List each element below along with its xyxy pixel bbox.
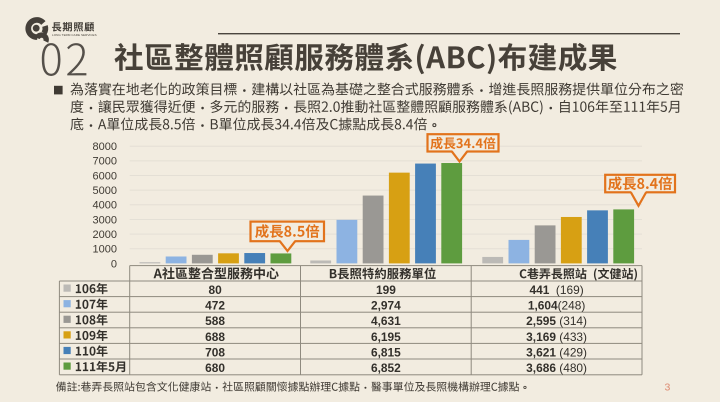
svg-text:441 (169): 441 (169) (529, 283, 583, 297)
svg-text:2,595 (314): 2,595 (314) (526, 314, 587, 328)
svg-text:1000: 1000 (93, 244, 117, 256)
svg-text:4000: 4000 (93, 200, 117, 212)
svg-text:LONG TERM CARE SERVICES: LONG TERM CARE SERVICES (52, 33, 97, 37)
svg-text:3000: 3000 (93, 214, 117, 226)
svg-text:2000: 2000 (93, 229, 117, 241)
svg-text:3: 3 (665, 382, 671, 394)
svg-text:4,631: 4,631 (371, 314, 401, 328)
svg-text:7000: 7000 (93, 156, 117, 168)
svg-text:6,195: 6,195 (371, 330, 401, 344)
svg-text:2,974: 2,974 (371, 299, 401, 313)
svg-text:5000: 5000 (93, 185, 117, 197)
svg-text:6000: 6000 (93, 170, 117, 182)
svg-text:80: 80 (208, 283, 222, 297)
svg-text:708: 708 (205, 345, 225, 359)
svg-text:8000: 8000 (93, 141, 117, 153)
svg-text:6,815: 6,815 (371, 345, 401, 359)
svg-text:6,852: 6,852 (371, 361, 401, 375)
svg-text:688: 688 (205, 330, 225, 344)
svg-text:1,604(248): 1,604(248) (528, 299, 586, 313)
svg-text:680: 680 (205, 361, 225, 375)
svg-text:3,621 (429): 3,621 (429) (526, 345, 587, 359)
svg-text:3,686 (480): 3,686 (480) (526, 361, 587, 375)
svg-text:588: 588 (205, 314, 225, 328)
svg-text:3,169 (433): 3,169 (433) (526, 330, 587, 344)
svg-text:199: 199 (376, 283, 396, 297)
svg-text:0: 0 (111, 258, 117, 270)
svg-text:472: 472 (205, 299, 225, 313)
